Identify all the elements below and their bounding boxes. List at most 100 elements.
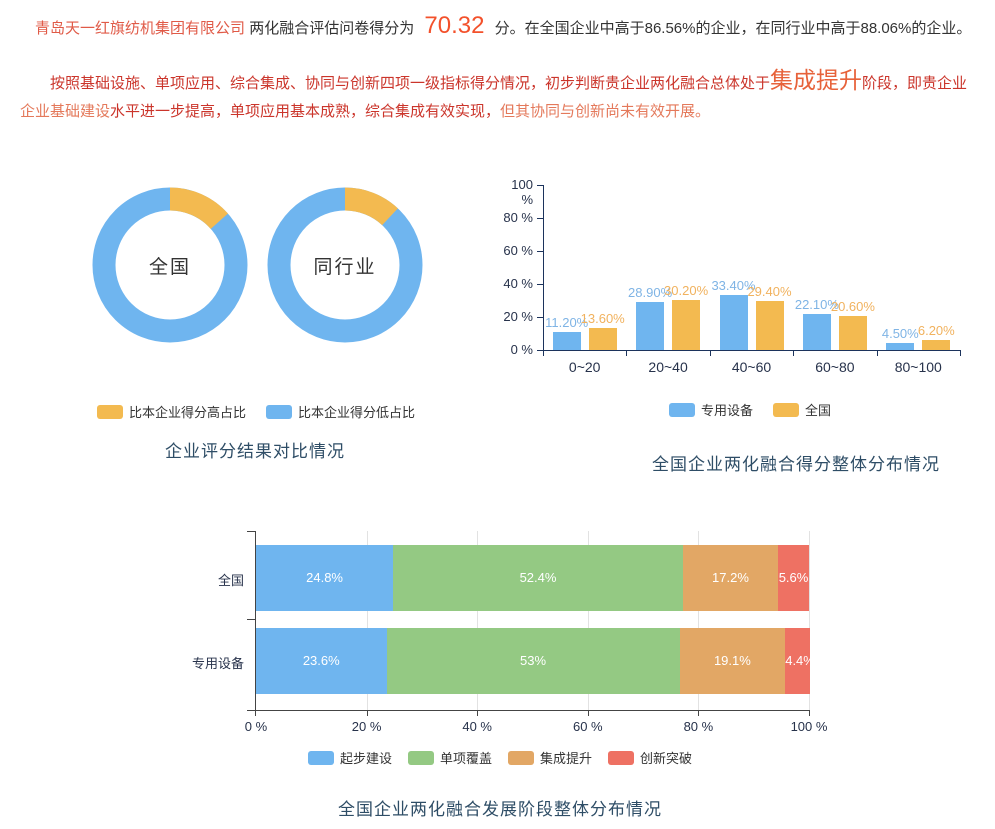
stage-summary-part4: 水平进一步提高，单项应用基本成熟，综合集成有效实现，	[110, 103, 501, 120]
legend-label-stage-innovation: 创新突破	[640, 751, 693, 766]
x-axis-tick	[477, 711, 479, 716]
gridline	[587, 531, 589, 710]
legend-label-national: 全国	[805, 403, 832, 418]
stacked-chart-legend: 起步建设 单项覆盖 集成提升 创新突破	[260, 748, 740, 767]
legend-label-stage-integration: 集成提升	[540, 751, 593, 766]
score-summary-mid: 两化融合评估问卷得分为	[249, 20, 415, 37]
x-axis-tick-label: 60 %	[572, 719, 603, 734]
stacked-segment-起步建设[interactable]	[256, 628, 387, 694]
stacked-segment-集成提升[interactable]	[679, 628, 786, 694]
gridline	[809, 531, 810, 710]
stage-summary: 按照基础设施、单项应用、综合集成、协同与创新四项一级指标得分情况，初步判断贵企业…	[20, 66, 978, 126]
x-axis-tick	[876, 351, 878, 356]
legend-label-higher: 比本企业得分高占比	[128, 405, 246, 420]
y-axis-line	[255, 531, 256, 710]
stacked-segment-label: 4.4%	[785, 653, 815, 668]
x-axis-tick	[626, 351, 628, 356]
legend-item-stage-integration[interactable]: 集成提升	[508, 748, 592, 767]
x-axis-tick	[709, 351, 711, 356]
donut-legend: 比本企业得分高占比 比本企业得分低占比	[46, 402, 466, 421]
legend-item-lower-share[interactable]: 比本企业得分低占比	[266, 402, 415, 421]
bar-segment-全国[interactable]	[672, 300, 701, 350]
stacked-chart-plot: 0 % 20 % 40 % 60 % 80 % 100 % 全国 24.8% 52.4% 17.2…	[180, 523, 920, 734]
bar-segment-专用设备[interactable]	[886, 342, 915, 350]
bar-segment-专用设备[interactable]	[802, 313, 831, 350]
x-category-label: 20~40	[648, 359, 688, 375]
donut-slice-higher[interactable]	[267, 187, 423, 343]
stacked-segment-label: 17.2%	[712, 570, 749, 585]
legend-item-stage-start[interactable]: 起步建设	[307, 748, 392, 767]
y-axis-line	[543, 185, 544, 350]
bar-segment-全国[interactable]	[922, 339, 951, 350]
score-summary: 青岛天一红旗纺机集团有限公司 两化融合评估问卷得分为 70.32 分。在全国企业…	[35, 12, 985, 43]
legend-item-special-equipment[interactable]: 专用设备	[668, 400, 753, 419]
donut-slice-higher[interactable]	[92, 187, 248, 343]
legend-item-national[interactable]: 全国	[773, 400, 831, 419]
legend-swatch-stage-integration	[508, 750, 534, 765]
bar-value-label: 11.20%	[545, 314, 589, 330]
bar-chart-plot: 0 % 20 % 40 % 60 % 80 % 100 % 0~20 11.20% 13.60%…	[500, 172, 980, 387]
stacked-segment-单项覆盖[interactable]	[386, 628, 680, 694]
x-axis-tick	[543, 351, 544, 356]
x-axis-tick	[255, 711, 256, 716]
legend-swatch-stage-start	[307, 750, 334, 765]
legend-swatch-lower	[266, 404, 292, 419]
legend-swatch-national	[773, 402, 799, 417]
x-axis-tick	[793, 351, 795, 356]
legend-item-stage-single[interactable]: 单项覆盖	[407, 748, 492, 767]
x-category-label: 40~60	[731, 359, 772, 375]
y-axis-tick	[247, 710, 255, 711]
stacked-segment-label: 19.1%	[713, 653, 751, 668]
x-axis-tick-label: 80 %	[683, 719, 714, 734]
bar-segment-专用设备[interactable]	[719, 294, 748, 350]
stacked-chart-title: 全国企业两化融合发展阶段整体分布情况	[338, 800, 662, 819]
stacked-segment-单项覆盖[interactable]	[393, 545, 683, 611]
y-axis-tick	[537, 317, 543, 318]
bar-segment-全国[interactable]	[838, 316, 867, 350]
company-name: 青岛天一红旗纺机集团有限公司	[35, 20, 246, 37]
bar-value-label: 29.40%	[747, 284, 792, 300]
x-axis-line	[255, 710, 810, 711]
legend-item-stage-innovation[interactable]: 创新突破	[608, 748, 692, 767]
stacked-segment-label: 52.4%	[519, 570, 557, 585]
donut-chart-title: 企业评分结果对比情况	[165, 442, 345, 461]
x-axis-tick	[960, 351, 961, 356]
gridline	[366, 531, 368, 710]
bar-segment-专用设备[interactable]	[552, 331, 581, 350]
stage-name: 集成提升	[770, 67, 863, 93]
donut-chart-industry: 同行业	[267, 187, 423, 343]
bar-value-label: 30.20%	[664, 283, 709, 299]
row-label: 专用设备	[191, 656, 244, 671]
bar-value-label: 20.60%	[830, 299, 875, 314]
legend-label-special-equipment: 专用设备	[700, 403, 753, 418]
stacked-segment-起步建设[interactable]	[256, 545, 394, 611]
stacked-segment-创新突破[interactable]	[778, 545, 809, 611]
legend-swatch-higher	[96, 404, 123, 419]
legend-swatch-stage-single	[407, 750, 434, 765]
stacked-segment-创新突破[interactable]	[785, 628, 810, 694]
score-value: 70.32	[424, 12, 485, 39]
legend-label-lower: 比本企业得分低占比	[298, 405, 416, 420]
y-axis-tick-label: 0 %	[510, 342, 533, 357]
y-axis-tick-label: 60 %	[503, 243, 533, 258]
legend-label-stage-single: 单项覆盖	[439, 751, 492, 766]
donut-center-label-national: 全国	[148, 256, 191, 278]
donut-chart-national: 全国	[92, 187, 248, 343]
y-axis-tick	[537, 185, 543, 186]
stacked-segment-label: 53%	[520, 653, 547, 668]
x-axis-tick-label: 0 %	[244, 719, 268, 734]
y-axis-tick-label: 40 %	[503, 276, 533, 291]
donut-center-label-industry: 同行业	[313, 256, 377, 278]
bar-chart-legend: 专用设备 全国	[510, 400, 990, 419]
stage-summary-part5: 但其协同与创新尚未有效开展。	[500, 103, 711, 120]
x-axis-tick-label: 100 %	[790, 719, 828, 734]
x-axis-line	[543, 350, 961, 351]
legend-item-higher-share[interactable]: 比本企业得分高占比	[96, 402, 246, 421]
bar-segment-全国[interactable]	[755, 301, 784, 350]
stacked-segment-集成提升[interactable]	[682, 545, 779, 611]
y-axis-tick-label: 80 %	[503, 210, 533, 225]
bar-segment-专用设备[interactable]	[636, 302, 665, 350]
bar-segment-全国[interactable]	[588, 327, 617, 350]
bar-value-label: 33.40%	[711, 277, 756, 293]
